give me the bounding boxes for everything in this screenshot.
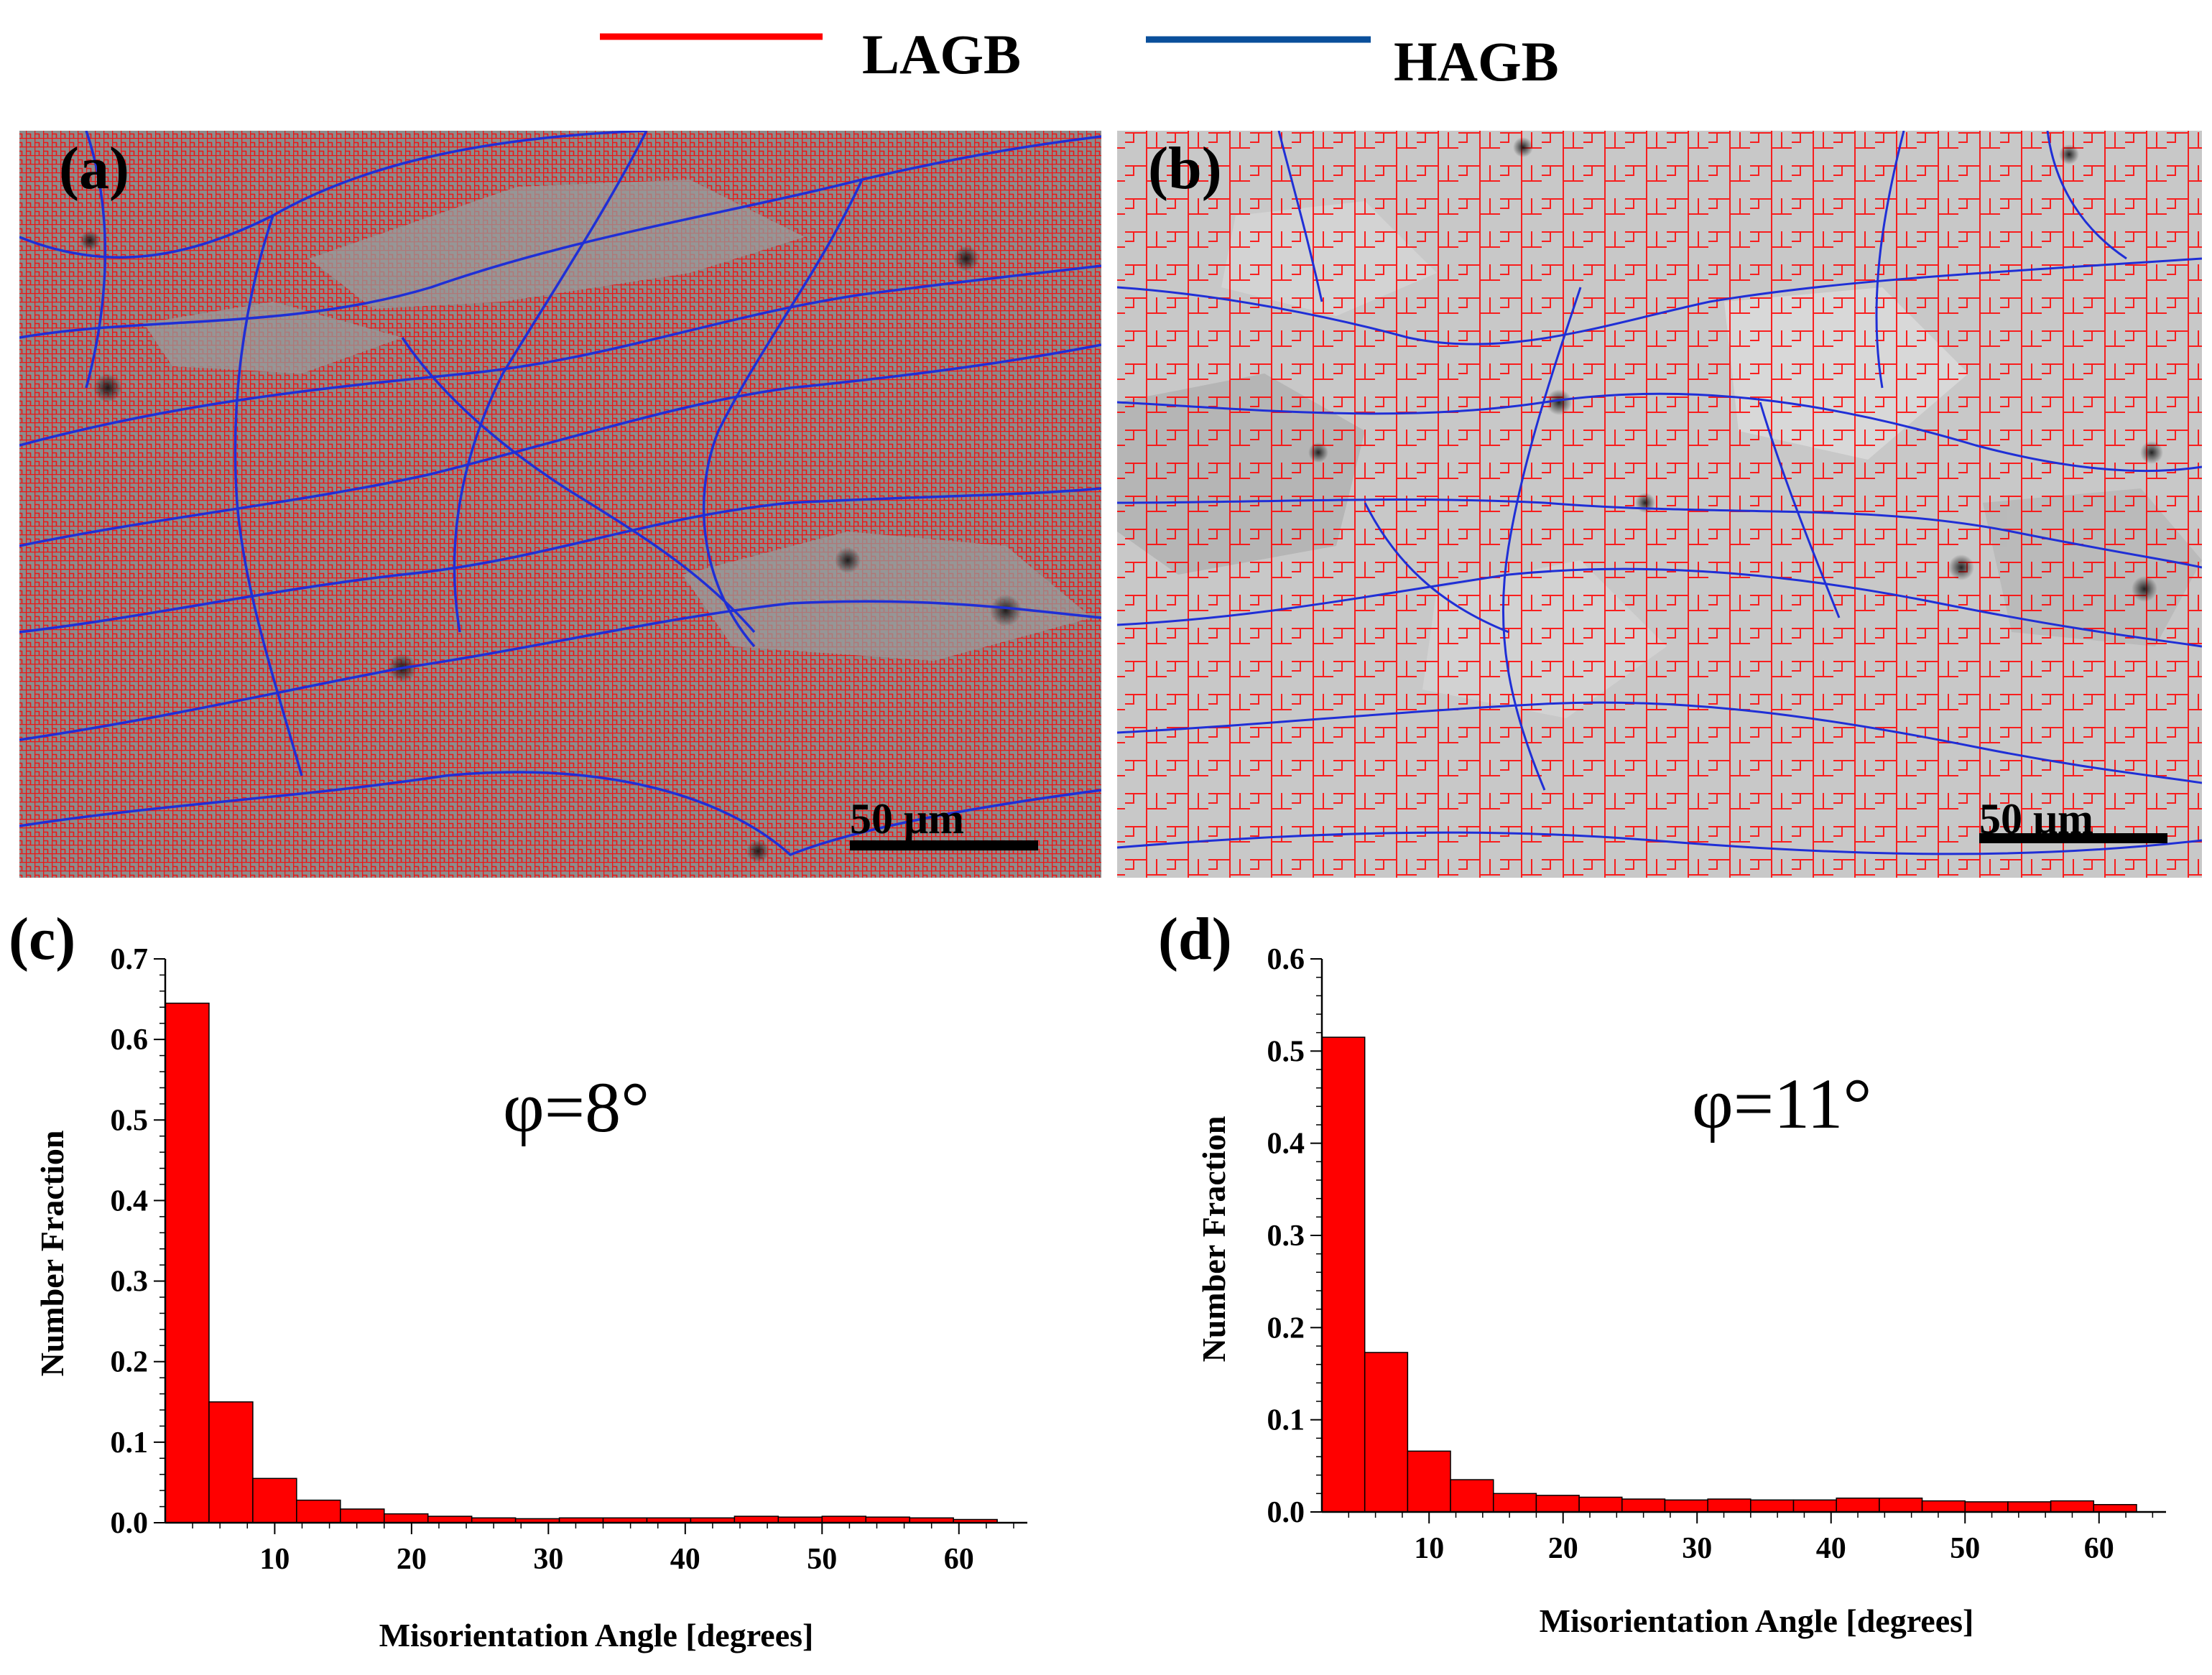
chart-c-y-tick-label: 0.7 xyxy=(111,943,149,976)
chart-c: φ=8° Misorientation Angle [degrees] Numb… xyxy=(34,943,1027,1653)
chart-c-x-tick-label: 20 xyxy=(397,1543,427,1576)
micrograph-a-scale-text: 50 μm xyxy=(850,795,964,843)
chart-c-y-tick-label: 0.0 xyxy=(111,1507,149,1540)
chart-c-y-tick-label: 0.5 xyxy=(111,1104,149,1137)
chart-d-y-tick-label: 0.0 xyxy=(1267,1496,1305,1529)
chart-d-bar-8 xyxy=(1621,1498,1666,1513)
chart-d-x-tick-label: 40 xyxy=(1816,1532,1846,1565)
chart-d-y-tick-label: 0.6 xyxy=(1267,943,1305,976)
chart-d-bar-13 xyxy=(1836,1498,1880,1513)
chart-c-x-tick-label: 50 xyxy=(807,1543,837,1576)
micrograph-a-light-grains xyxy=(144,180,1092,661)
micrograph-b-scale-line xyxy=(1979,833,2167,843)
chart-c-x-axis-title: Misorientation Angle [degrees] xyxy=(379,1617,814,1653)
chart-c-y-axis-title: Number Fraction xyxy=(34,1131,70,1377)
chart-d-x-tick-label: 60 xyxy=(2084,1532,2114,1565)
chart-c-bar-5 xyxy=(340,1508,385,1523)
chart-d-y-tick-label: 0.3 xyxy=(1267,1220,1305,1253)
micrograph-b-lagb-network xyxy=(1117,131,2202,878)
chart-d-bar-17 xyxy=(2007,1501,2052,1513)
chart-d-x-tick-label: 10 xyxy=(1414,1532,1444,1565)
chart-c-bar-4 xyxy=(296,1499,341,1523)
legend: LAGB HAGB xyxy=(600,23,1559,93)
chart-d-x-tick-label: 20 xyxy=(1548,1532,1578,1565)
chart-d-bar-16 xyxy=(1964,1501,2009,1513)
chart-c-x-tick-label: 30 xyxy=(533,1543,563,1576)
chart-d-bar-7 xyxy=(1578,1496,1623,1513)
chart-c-bar-2 xyxy=(208,1401,254,1523)
chart-d-bar-6 xyxy=(1535,1495,1580,1513)
chart-c-bar-6 xyxy=(384,1513,429,1523)
chart-d-bar-9 xyxy=(1664,1499,1708,1513)
chart-d-bar-14 xyxy=(1879,1498,1923,1513)
chart-d-bar-2 xyxy=(1364,1352,1409,1513)
panel-label-c: (c) xyxy=(9,906,75,973)
chart-c-bar-3 xyxy=(252,1477,297,1523)
chart-d-x-tick-label: 50 xyxy=(1950,1532,1980,1565)
chart-d-bar-4 xyxy=(1450,1479,1494,1513)
panel-label-a: (a) xyxy=(59,135,129,202)
micrograph-a-hagb-network xyxy=(19,131,1101,857)
chart-c-x-tick-label: 60 xyxy=(944,1543,974,1576)
chart-c-bar-7 xyxy=(427,1516,473,1523)
micrograph-a-scale-bar: 50 μm xyxy=(850,795,1038,850)
chart-d: φ=11° Misorientation Angle [degrees] Num… xyxy=(1195,943,2166,1639)
chart-d-y-tick-label: 0.2 xyxy=(1267,1312,1305,1345)
panel-label-b: (b) xyxy=(1148,135,1222,202)
panel-label-d: (d) xyxy=(1158,906,1232,973)
chart-d-y-tick-label: 0.1 xyxy=(1267,1404,1305,1437)
chart-c-y-tick-label: 0.4 xyxy=(111,1184,149,1217)
chart-d-bar-18 xyxy=(2050,1500,2095,1513)
chart-c-x-tick-label: 10 xyxy=(259,1543,290,1576)
chart-c-bar-1 xyxy=(165,1002,210,1523)
chart-d-y-tick-label: 0.4 xyxy=(1267,1128,1305,1161)
chart-d-bar-5 xyxy=(1492,1493,1537,1513)
chart-d-x-tick-label: 30 xyxy=(1682,1532,1712,1565)
chart-c-bar-14 xyxy=(734,1516,779,1523)
chart-c-y-tick-label: 0.2 xyxy=(111,1346,149,1379)
lagb-legend-label: LAGB xyxy=(862,23,1021,85)
chart-d-bar-15 xyxy=(1921,1500,1966,1513)
micrograph-b: 50 μm xyxy=(1117,131,2202,878)
micrograph-b-hagb-network xyxy=(1117,131,2202,855)
chart-c-y-tick-label: 0.3 xyxy=(111,1266,149,1299)
chart-d-x-axis-title: Misorientation Angle [degrees] xyxy=(1540,1602,1974,1639)
chart-c-y-tick-label: 0.6 xyxy=(111,1024,149,1057)
chart-c-bar-16 xyxy=(821,1516,866,1523)
chart-d-annotation: φ=11° xyxy=(1692,1064,1871,1143)
micrograph-b-scale-bar: 50 μm xyxy=(1979,795,2167,843)
chart-c-x-tick-label: 40 xyxy=(670,1543,700,1576)
chart-d-bar-3 xyxy=(1407,1450,1451,1513)
chart-d-bar-12 xyxy=(1792,1499,1837,1513)
chart-d-bar-11 xyxy=(1750,1499,1795,1513)
hagb-legend-label: HAGB xyxy=(1394,30,1559,93)
micrograph-a-scale-line xyxy=(850,840,1038,850)
chart-d-y-axis-title: Number Fraction xyxy=(1195,1116,1232,1363)
chart-c-annotation: φ=8° xyxy=(503,1067,649,1147)
chart-d-bar-10 xyxy=(1707,1498,1751,1513)
chart-d-y-tick-label: 0.5 xyxy=(1267,1035,1305,1068)
chart-c-y-tick-label: 0.1 xyxy=(111,1426,149,1460)
micrograph-a: 50 μm xyxy=(19,131,1101,878)
chart-d-bar-1 xyxy=(1321,1036,1366,1513)
chart-d-bar-19 xyxy=(2093,1503,2137,1513)
